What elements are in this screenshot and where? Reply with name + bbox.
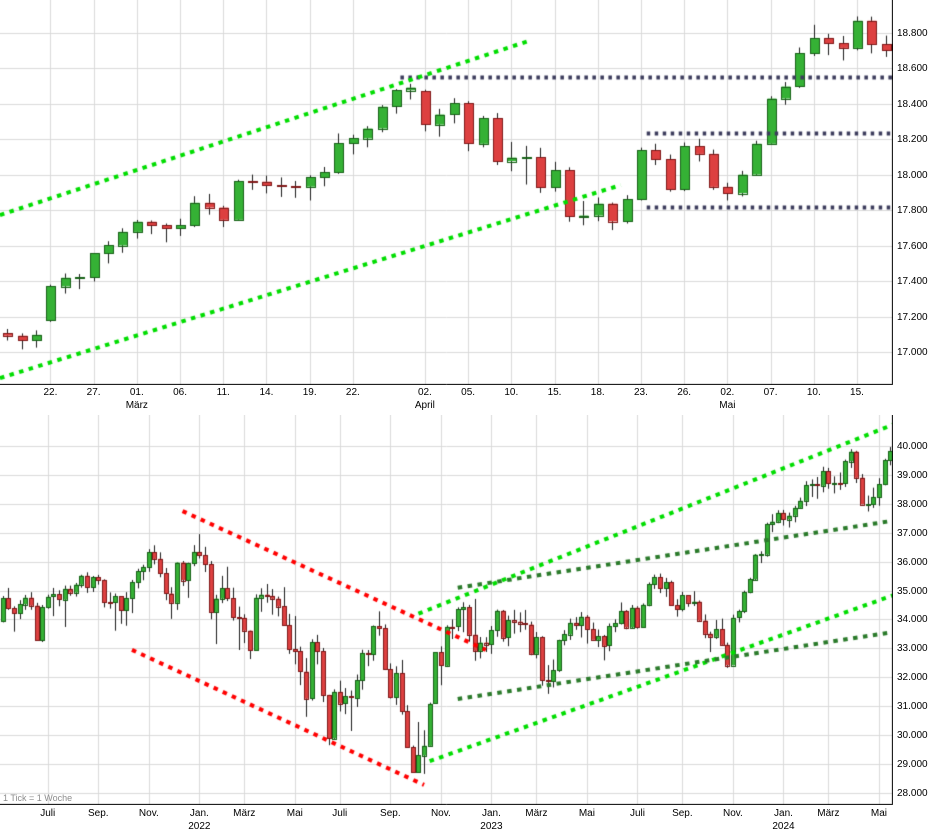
date-tick-label: Mai: [870, 808, 888, 819]
date-tick-label: 23.: [633, 387, 648, 398]
price-tick-label: 36.000: [897, 556, 928, 568]
date-tick-label: Sep.: [672, 808, 693, 819]
date-tick-label: März: [817, 808, 840, 819]
period-label: 2023: [480, 821, 503, 832]
daily-date-axis: 22. 27. 01. 06. 11. 14. 19. 22. 02. 05. 10. 15. 18. 2…: [0, 386, 943, 416]
date-tick-label: 22.: [43, 387, 58, 398]
price-tick-label: 17.600: [897, 240, 928, 252]
price-tick-label: 17.400: [897, 276, 928, 288]
date-tick-label: 22.: [345, 387, 360, 398]
price-tick-label: 28.000: [897, 787, 928, 799]
price-tick-label: 18.800: [897, 27, 928, 39]
period-label: 2022: [188, 821, 211, 832]
date-tick-label: 01.: [129, 387, 144, 398]
date-tick-label: 02.: [417, 387, 432, 398]
date-tick-label: 14.: [259, 387, 274, 398]
date-tick-label: 26.: [677, 387, 692, 398]
date-tick-label: Jan.: [481, 808, 501, 819]
date-tick-label: Nov.: [138, 808, 159, 819]
date-tick-label: Jan.: [774, 808, 793, 819]
price-tick-label: 18.600: [897, 63, 928, 75]
date-tick-label: Nov.: [430, 808, 451, 819]
date-tick-label: Sep.: [87, 808, 109, 819]
date-tick-label: 18.: [590, 387, 605, 398]
date-tick-label: 10.: [806, 387, 821, 398]
price-tick-label: 18.200: [897, 134, 928, 146]
date-tick-label: Juli: [40, 808, 56, 819]
weekly-price-axis: 40.000 39.000 38.000 37.000 36.000 35.000 34.0…: [893, 415, 943, 838]
period-label: März: [125, 400, 148, 411]
date-tick-label: 15.: [547, 387, 562, 398]
price-tick-label: 17.800: [897, 205, 928, 217]
daily-price-axis: 18.800 18.600 18.400 18.200 18.000 17.800 17.6…: [893, 0, 943, 415]
price-tick-label: 32.000: [897, 672, 928, 684]
price-tick-label: 18.000: [897, 169, 928, 181]
date-tick-label: 27.: [86, 387, 101, 398]
period-label: 2024: [772, 821, 795, 832]
date-tick-label: Mai: [286, 808, 303, 819]
daily-chart-section: 18.800 18.600 18.400 18.200 18.000 17.800 17.6…: [0, 0, 943, 415]
date-tick-label: Juli: [629, 808, 645, 819]
weekly-chart-section: 1 Tick = 1 Woche 40.000 39.000 38.000 37.00…: [0, 415, 943, 838]
price-tick-label: 35.000: [897, 585, 928, 597]
price-tick-label: 37.000: [897, 527, 928, 539]
date-tick-label: Sep.: [380, 808, 401, 819]
price-tick-label: 40.000: [897, 440, 928, 452]
price-tick-label: 17.000: [897, 347, 928, 359]
date-tick-label: 02.: [720, 387, 735, 398]
date-tick-label: Jan.: [189, 808, 209, 819]
weekly-candlestick-plot[interactable]: [0, 415, 893, 805]
date-tick-label: 07.: [763, 387, 778, 398]
weekly-date-axis: Juli Sep. Nov. Jan. März Mai Juli Sep. Nov. Jan. M…: [0, 807, 943, 837]
price-tick-label: 33.000: [897, 643, 928, 655]
price-tick-label: 17.200: [897, 311, 928, 323]
date-tick-label: Juli: [332, 808, 348, 819]
date-tick-label: 11.: [216, 387, 230, 398]
date-tick-label: Nov.: [723, 808, 743, 819]
price-tick-label: 30.000: [897, 730, 928, 742]
price-tick-label: 18.400: [897, 98, 928, 110]
tick-interval-note: 1 Tick = 1 Woche: [3, 793, 73, 803]
date-tick-label: Mai: [578, 808, 595, 819]
date-tick-label: 10.: [504, 387, 519, 398]
period-label: April: [414, 400, 435, 411]
date-tick-label: 15.: [850, 387, 864, 398]
date-tick-label: 19.: [302, 387, 317, 398]
daily-candlestick-plot[interactable]: [0, 0, 893, 385]
price-tick-label: 38.000: [897, 498, 928, 510]
price-tick-label: 39.000: [897, 469, 928, 481]
period-label: Mai: [719, 400, 736, 411]
date-tick-label: 06.: [173, 387, 187, 398]
date-tick-label: März: [525, 808, 548, 819]
price-tick-label: 34.000: [897, 614, 928, 626]
date-tick-label: 05.: [461, 387, 476, 398]
price-tick-label: 31.000: [897, 701, 928, 713]
date-tick-label: März: [233, 808, 256, 819]
price-tick-label: 29.000: [897, 759, 928, 771]
